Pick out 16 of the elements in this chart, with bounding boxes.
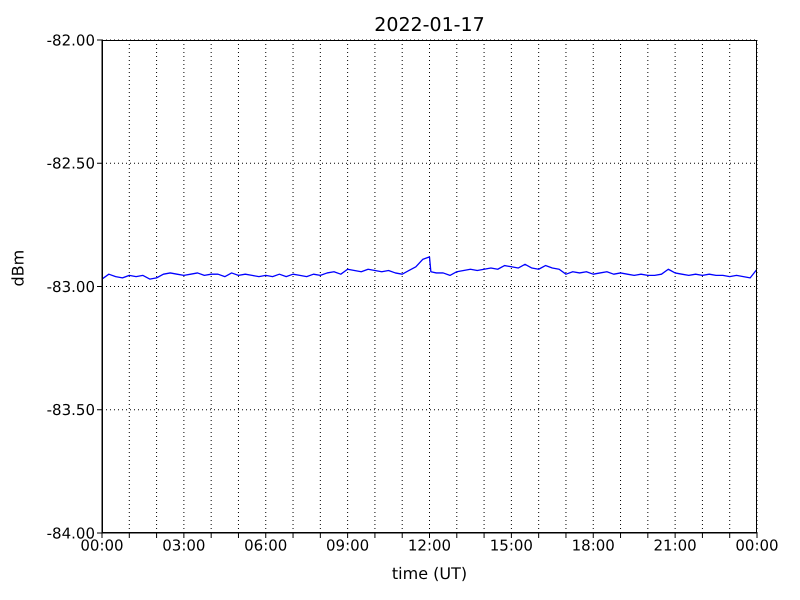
x-tick-label: 00:00 — [735, 536, 779, 555]
x-tick-label: 03:00 — [162, 536, 206, 555]
x-tick-label: 18:00 — [572, 536, 615, 555]
line-series — [102, 256, 757, 280]
x-tick-label: 06:00 — [244, 536, 288, 555]
y-tick-label: -83.50 — [46, 401, 95, 420]
y-tick-label: -83.00 — [46, 278, 95, 296]
x-tick-label: 12:00 — [408, 536, 452, 555]
x-tick-label: 21:00 — [654, 536, 697, 555]
y-axis-title: dBm — [8, 250, 28, 286]
x-tick-label: 15:00 — [490, 536, 533, 555]
x-axis-title: time (UT) — [392, 564, 468, 583]
y-tick-label: -82.00 — [46, 31, 95, 50]
chart-title: 2022-01-17 — [373, 14, 486, 36]
x-tick-label: 09:00 — [326, 536, 370, 555]
y-tick-label: -82.50 — [46, 154, 95, 173]
